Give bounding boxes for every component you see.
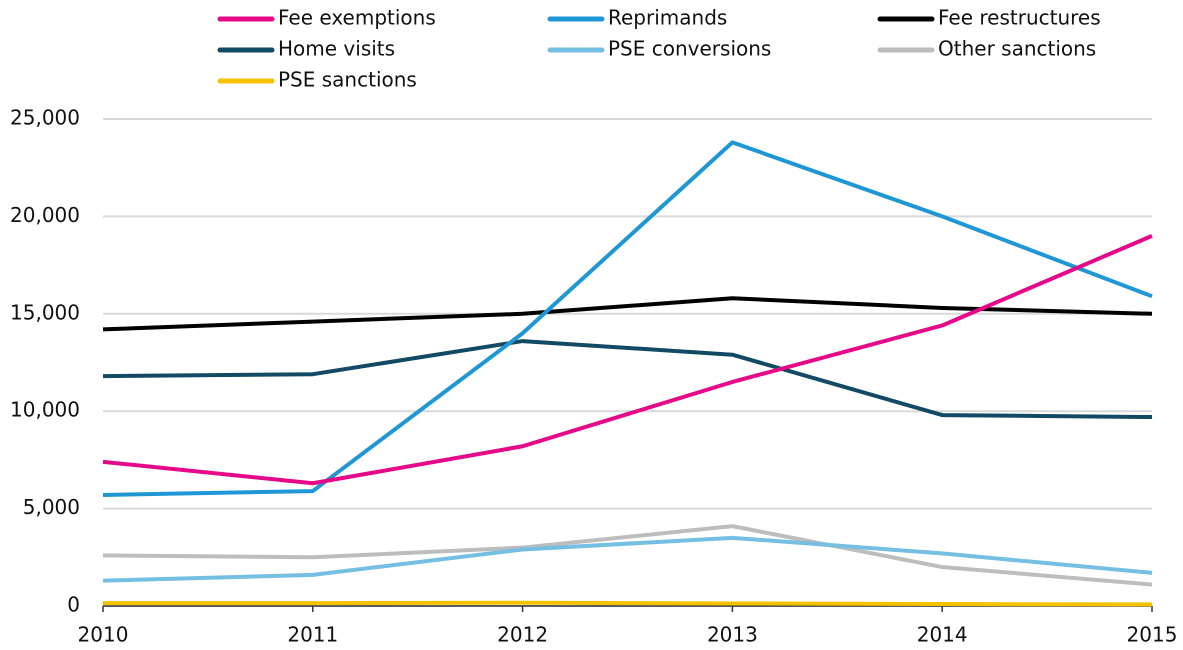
- y-tick-label: 5,000: [23, 495, 80, 519]
- x-tick-label: 2015: [1127, 623, 1178, 647]
- legend-label: Home visits: [278, 37, 395, 61]
- series-line: [102, 339, 1153, 420]
- x-tick-label: 2014: [917, 623, 968, 647]
- series-line: [102, 234, 1153, 486]
- x-tick-label: 2010: [78, 623, 129, 647]
- legend-label: Fee exemptions: [278, 6, 436, 30]
- legend-label: Other sanctions: [938, 37, 1096, 61]
- x-tick-label: 2011: [287, 623, 338, 647]
- y-tick-label: 0: [67, 593, 80, 617]
- y-tick-label: 10,000: [10, 398, 80, 422]
- y-tick-label: 15,000: [10, 300, 80, 324]
- legend-label: PSE conversions: [608, 37, 771, 61]
- legend-label: PSE sanctions: [278, 68, 417, 92]
- legend-label: Reprimands: [608, 6, 727, 30]
- series-line: [103, 600, 1153, 607]
- series-line: [102, 535, 1153, 583]
- y-tick-label: 20,000: [10, 203, 80, 227]
- series-line: [102, 524, 1153, 587]
- legend-label: Fee restructures: [938, 6, 1101, 30]
- x-tick-label: 2012: [497, 623, 548, 647]
- series-line: [102, 140, 1153, 497]
- x-tick-label: 2013: [707, 623, 758, 647]
- y-tick-label: 25,000: [10, 106, 80, 130]
